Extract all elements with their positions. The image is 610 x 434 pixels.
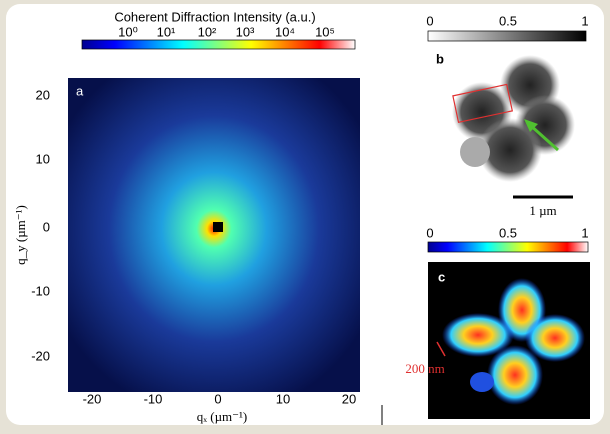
scale-label: 1 µm	[529, 203, 556, 218]
colorbar-label: 10⁵	[315, 24, 335, 39]
colorbar-label: 0	[426, 13, 433, 28]
diffraction-image	[68, 78, 360, 392]
y-axis-label: q_y (µm⁻¹)	[13, 205, 28, 265]
reconstruction-blobs	[442, 278, 585, 405]
panel-a-title: Coherent Diffraction Intensity (a.u.)	[114, 9, 315, 24]
colorbar-label: 10³	[236, 24, 255, 39]
colorbar-label: 10²	[198, 24, 217, 39]
colorbar-label: 1	[581, 225, 588, 240]
panel-label: a	[76, 83, 84, 98]
annotation: 200 nm	[405, 361, 444, 376]
y-tick-label: 10	[36, 151, 50, 166]
x-tick-label: 20	[342, 391, 356, 406]
colorbar	[81, 39, 356, 50]
colorbar-label: 10¹	[157, 24, 176, 39]
y-tick-label: -20	[31, 348, 50, 363]
colorbar	[427, 30, 587, 42]
x-tick-label: -10	[144, 391, 163, 406]
x-tick-label: -20	[83, 391, 102, 406]
panel-label: b	[436, 51, 444, 66]
annotation-arrow	[436, 341, 446, 357]
colorbar-label: 0.5	[499, 13, 517, 28]
beamstop	[213, 222, 223, 232]
x-tick-label: 0	[214, 391, 221, 406]
panel-label: c	[438, 269, 445, 284]
highlight-box	[452, 83, 514, 124]
colorbar-label: 0	[426, 225, 433, 240]
y-tick-label: 20	[36, 87, 50, 102]
reconstruction-gray	[452, 55, 575, 182]
y-tick-label: 0	[43, 219, 50, 234]
x-axis-label: qₓ (µm⁻¹)	[197, 409, 248, 424]
y-tick-label: -10	[31, 283, 50, 298]
arrow-head	[524, 119, 538, 132]
colorbar-label: 0.5	[499, 225, 517, 240]
colorbar-label: 10⁰	[118, 24, 138, 39]
x-tick-label: 10	[276, 391, 290, 406]
colorbar-label: 1	[581, 13, 588, 28]
colorbar	[427, 241, 589, 253]
colorbar-label: 10⁴	[275, 24, 295, 39]
arrow	[529, 123, 559, 152]
